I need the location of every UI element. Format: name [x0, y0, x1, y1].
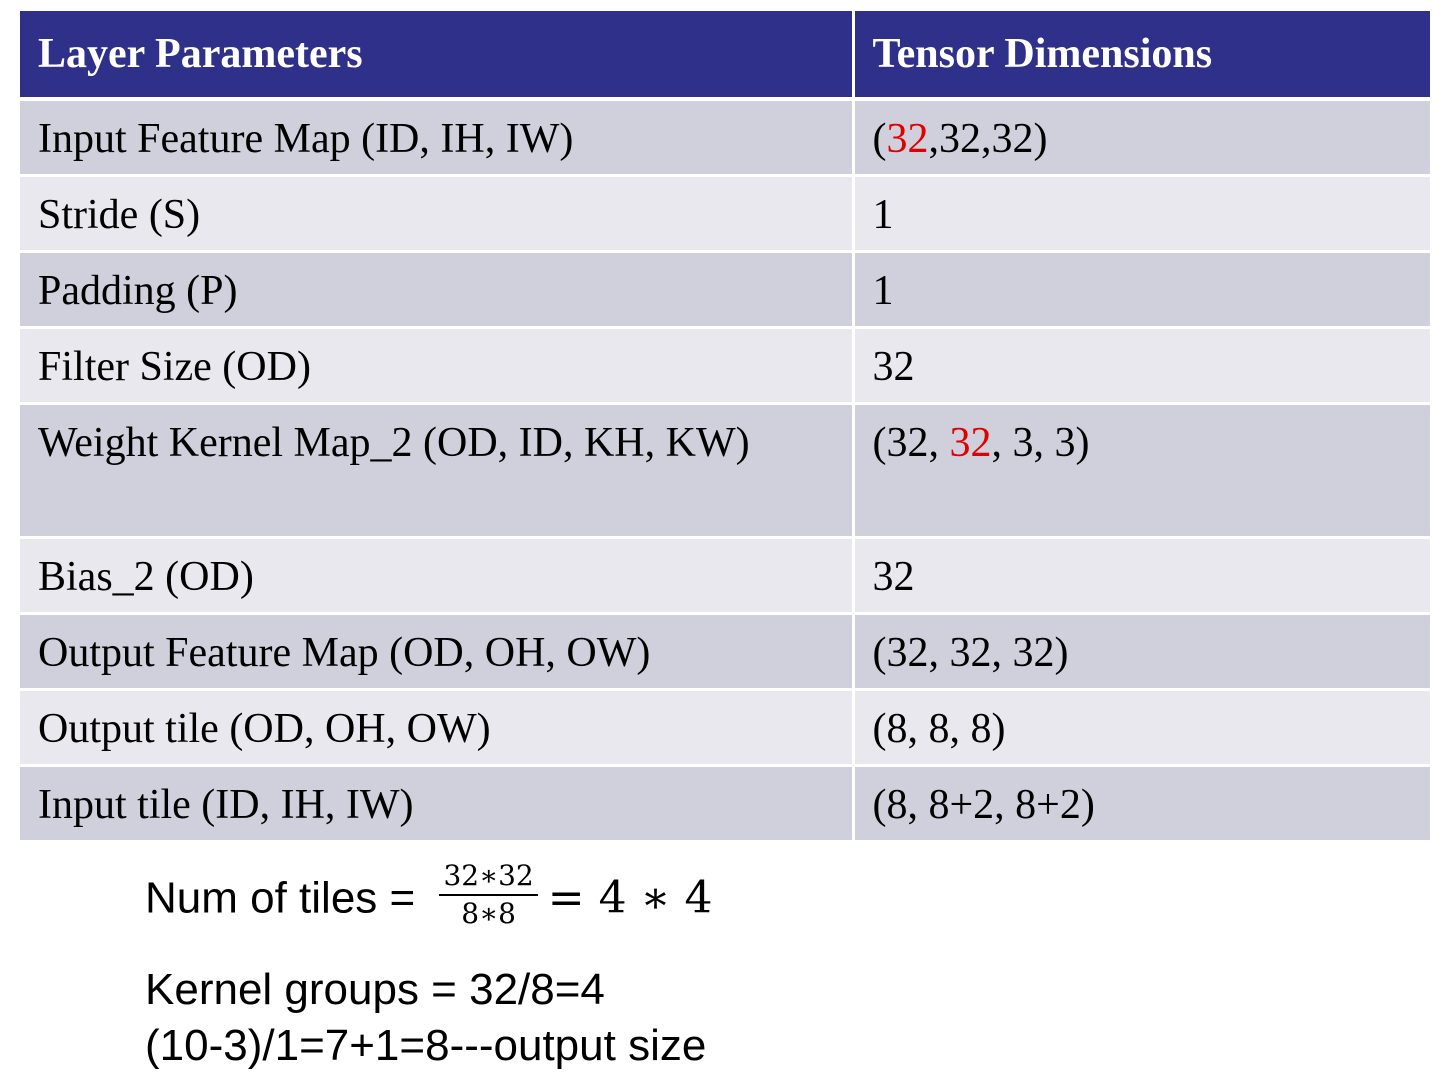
table-row: Input tile (ID, IH, IW) (8, 8+2, 8+2) — [20, 765, 1430, 843]
dim-text: (8, 8+2, 8+2) — [872, 781, 1095, 828]
param-cell: Input Feature Map (ID, IH, IW) — [20, 99, 855, 177]
tiles-fraction: 32∗32 8∗8 — [439, 862, 538, 930]
dim-text: (32, — [872, 419, 950, 466]
dim-text: (8, 8, 8) — [872, 705, 1006, 752]
layer-parameters-table: Layer Parameters Tensor Dimensions Input… — [20, 11, 1430, 843]
param-cell: Bias_2 (OD) — [20, 537, 855, 615]
tiles-result: = 4 ∗ 4 — [547, 872, 713, 924]
dim-text: 1 — [872, 191, 894, 238]
table-row: Stride (S) 1 — [20, 175, 1430, 253]
table-row: Weight Kernel Map_2 (OD, ID, KH, KW) (32… — [20, 403, 1430, 539]
dim-text: ( — [872, 116, 887, 162]
dim-cell: 1 — [853, 175, 1430, 253]
header-layer-parameters: Layer Parameters — [20, 11, 855, 101]
dim-cell: (32,32,32) — [853, 99, 1430, 177]
dim-text: 32 — [872, 343, 915, 390]
param-cell: Weight Kernel Map_2 (OD, ID, KH, KW) — [20, 403, 855, 539]
dim-text: (32, 32, 32) — [872, 629, 1069, 676]
table-row: Padding (P) 1 — [20, 251, 1430, 329]
dim-highlight: 32 — [886, 116, 929, 162]
table-row: Filter Size (OD) 32 — [20, 327, 1430, 405]
param-cell: Padding (P) — [20, 251, 855, 329]
dim-cell: (32, 32, 32) — [853, 613, 1430, 691]
dim-cell: 32 — [853, 537, 1430, 615]
dim-cell: 1 — [853, 251, 1430, 329]
table-row: Bias_2 (OD) 32 — [20, 537, 1430, 615]
output-size-line: (10-3)/1=7+1=8---output size — [145, 1021, 707, 1070]
dim-cell: (8, 8+2, 8+2) — [853, 765, 1430, 843]
dim-text-end: ,32,32) — [928, 116, 1048, 162]
param-cell: Output Feature Map (OD, OH, OW) — [20, 613, 855, 691]
fraction-denominator: 8∗8 — [461, 897, 516, 930]
dim-cell: (8, 8, 8) — [853, 689, 1430, 767]
table-row: Output Feature Map (OD, OH, OW) (32, 32,… — [20, 613, 1430, 691]
dim-text: 1 — [872, 267, 894, 314]
table-row: Output tile (OD, OH, OW) (8, 8, 8) — [20, 689, 1430, 767]
dim-text: 32 — [872, 553, 915, 600]
kernel-groups-line: Kernel groups = 32/8=4 — [145, 965, 605, 1014]
param-cell: Stride (S) — [20, 175, 855, 253]
param-cell: Input tile (ID, IH, IW) — [20, 765, 855, 843]
dim-cell: 32 — [853, 327, 1430, 405]
fraction-numerator: 32∗32 — [439, 862, 538, 896]
param-cell: Output tile (OD, OH, OW) — [20, 689, 855, 767]
dim-cell: (32, 32, 3, 3) — [853, 403, 1430, 539]
table-header-row: Layer Parameters Tensor Dimensions — [20, 11, 1430, 101]
dim-highlight: 32 — [949, 419, 992, 466]
dim-text-end: , 3, 3) — [991, 419, 1090, 466]
layer-parameters-table-container: Layer Parameters Tensor Dimensions Input… — [20, 11, 1430, 843]
tiles-formula: Num of tiles = 32∗32 8∗8 = 4 ∗ 4 — [145, 862, 713, 934]
tiles-label: Num of tiles = — [145, 873, 428, 923]
table-row: Input Feature Map (ID, IH, IW) (32,32,32… — [20, 99, 1430, 177]
param-cell: Filter Size (OD) — [20, 327, 855, 405]
header-tensor-dimensions: Tensor Dimensions — [853, 11, 1430, 101]
